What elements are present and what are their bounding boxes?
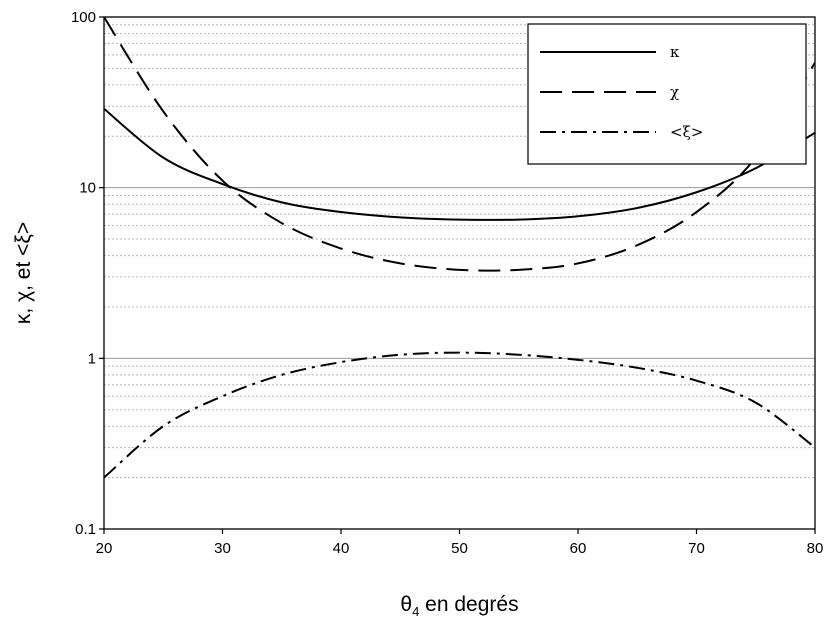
- legend-box: [527, 23, 807, 165]
- x-axis-ticks: 20 30 40 50 60 70 80: [96, 529, 824, 557]
- x-tick-label: 70: [688, 540, 705, 557]
- x-axis-title: θ4 en degrés: [400, 593, 518, 619]
- y-tick-label: 0.1: [75, 521, 96, 538]
- y-axis-title: κ, χ, et <ξ>: [12, 222, 35, 324]
- x-axis-title-symbol: θ: [400, 593, 412, 616]
- x-tick-label: 20: [96, 540, 113, 557]
- series-line-3: [104, 351, 815, 479]
- legend-label-3: <ξ>: [670, 123, 703, 141]
- y-tick-label: 1: [88, 350, 96, 367]
- series-layer: [104, 17, 815, 479]
- x-tick-label: 40: [333, 540, 350, 557]
- x-tick-label: 80: [807, 540, 824, 557]
- legend-label-1: κ: [670, 43, 680, 61]
- x-axis-title-text: en degrés: [419, 593, 518, 616]
- x-axis-title-subscript: 4: [412, 604, 419, 619]
- y-tick-label: 10: [79, 180, 96, 197]
- legend: κ χ <ξ>: [527, 23, 807, 165]
- legend-label-2: χ: [670, 83, 679, 101]
- x-tick-label: 60: [570, 540, 587, 557]
- series-line-2: [104, 17, 815, 272]
- x-tick-label: 30: [214, 540, 231, 557]
- x-tick-label: 50: [451, 540, 468, 557]
- y-axis-ticks: 0.1 1 10 100: [71, 9, 104, 538]
- series-line-1: [104, 107, 815, 221]
- y-tick-label: 100: [71, 9, 96, 26]
